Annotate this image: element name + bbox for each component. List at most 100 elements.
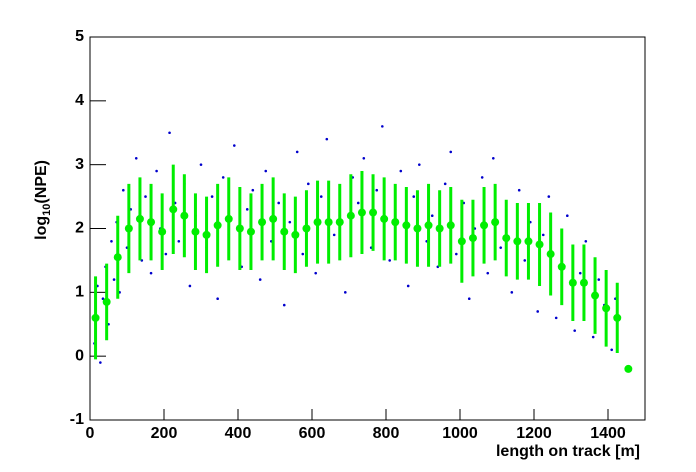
scatter-point: [149, 271, 153, 275]
scatter-point: [168, 131, 171, 135]
x-tick-label: 600: [299, 425, 326, 442]
y-axis-label: log10(NPE): [33, 160, 53, 240]
profile-point: [480, 221, 489, 230]
y-tick-label: 4: [75, 92, 84, 109]
x-tick-label: 1000: [442, 425, 478, 442]
profile-point: [135, 214, 144, 223]
y-tick-label: 3: [75, 156, 84, 173]
y-tick-label: -1: [70, 411, 84, 428]
scatter-point: [584, 239, 588, 243]
scatter-point: [517, 188, 521, 192]
scatter-point: [301, 252, 305, 256]
profile-point: [402, 221, 411, 230]
profile-point: [102, 297, 111, 306]
scatter-point: [264, 169, 268, 173]
scatter-point: [210, 195, 214, 198]
scatter-point: [344, 291, 347, 294]
scatter-point: [418, 163, 421, 166]
profile-point: [391, 218, 400, 227]
profile-point: [291, 230, 300, 239]
scatter-point: [591, 335, 595, 339]
profile-point: [147, 218, 156, 227]
profile-point: [468, 234, 477, 243]
profile-point: [602, 304, 611, 313]
scatter-point: [307, 182, 310, 186]
scatter-point: [258, 278, 262, 281]
profile-point: [535, 240, 544, 249]
scatter-point: [578, 271, 582, 275]
scatter-point: [499, 246, 503, 249]
profile-point: [579, 278, 588, 287]
profile-point: [269, 214, 278, 223]
scatter-point: [597, 278, 601, 281]
x-tick-label: 1200: [516, 425, 552, 442]
profile-point: [124, 224, 133, 233]
profile-point: [258, 218, 267, 227]
profile-point: [591, 291, 600, 300]
scatter-point: [216, 297, 219, 301]
x-tick-label: 0: [86, 425, 95, 442]
scatter-point: [455, 252, 458, 256]
scatter-point: [406, 284, 410, 288]
x-axis-label: length on track [m]: [496, 443, 640, 460]
profile-point: [457, 237, 466, 246]
profile-point: [224, 214, 233, 223]
scatter-point: [282, 303, 286, 307]
scatter-point: [536, 310, 539, 313]
scatter-point: [112, 278, 116, 281]
profile-point: [91, 313, 100, 322]
scatter-point: [155, 169, 158, 173]
scatter-point: [467, 297, 471, 301]
profile-point: [446, 221, 455, 230]
scatter-point: [523, 259, 527, 262]
profile-point: [435, 224, 444, 233]
profile-point: [158, 227, 167, 236]
profile-point: [335, 218, 344, 227]
scatter-point: [251, 188, 255, 192]
scatter-point: [388, 259, 392, 262]
profile-point: [613, 313, 622, 322]
scatter-point: [430, 214, 434, 218]
scatter-point: [510, 291, 514, 294]
scatter-point: [443, 182, 447, 186]
scatter-point: [144, 195, 147, 198]
profile-point: [113, 253, 122, 262]
profile-point: [369, 208, 378, 217]
profile-point: [513, 237, 522, 246]
scatter-point: [362, 156, 366, 160]
profile-point: [180, 211, 189, 220]
scatter-point: [573, 329, 576, 332]
profile-point: [424, 221, 433, 230]
profile-point: [302, 224, 311, 233]
scatter-point: [319, 195, 323, 198]
scatter-point: [610, 348, 613, 352]
scatter-point: [164, 252, 168, 256]
scatter-point: [480, 176, 484, 179]
scatter-point: [449, 150, 453, 154]
scatter-point: [134, 156, 138, 160]
x-tick-label: 400: [225, 425, 252, 442]
profile-point: [380, 214, 389, 223]
profile-point: [546, 250, 555, 259]
scatter-point: [99, 361, 102, 364]
scatter-point: [566, 214, 569, 218]
profile-point: [313, 218, 322, 227]
scatter-point: [554, 316, 558, 320]
scatter-point: [110, 239, 113, 243]
profile-point: [246, 227, 255, 236]
scatter-point: [332, 233, 336, 237]
y-tick-label: 0: [75, 347, 84, 364]
profile-point: [357, 208, 366, 217]
scatter-point: [412, 195, 416, 198]
x-tick-label: 200: [151, 425, 178, 442]
scatter-point: [541, 233, 545, 237]
scatter-point: [295, 150, 299, 154]
profile-point: [202, 230, 211, 239]
profile-point: [191, 227, 200, 236]
profile-point: [624, 364, 633, 373]
profile-point: [557, 262, 566, 271]
scatter-point: [221, 176, 225, 179]
scatter-point: [199, 163, 203, 166]
profile-point: [502, 234, 511, 243]
